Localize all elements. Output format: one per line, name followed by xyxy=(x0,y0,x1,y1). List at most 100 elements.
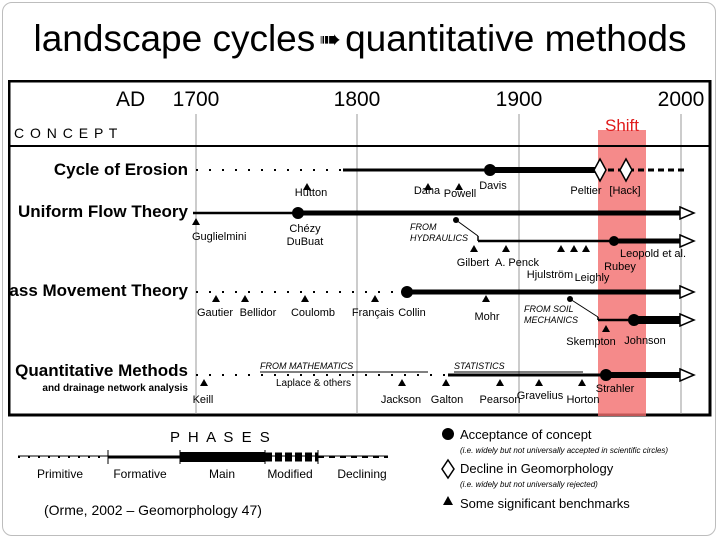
row-label-cycle-of-erosion: Cycle of Erosion xyxy=(54,160,188,179)
name-peltier: Peltier xyxy=(570,185,602,197)
collin-circle-icon xyxy=(401,286,413,298)
hydraulics-connector xyxy=(455,219,479,237)
legend-benchmark-triangle-icon xyxy=(443,496,453,505)
name-gautier: Gautier xyxy=(197,307,233,319)
shift-label: Shift xyxy=(605,116,639,135)
row-label-mass-movement-theory: Mass Movement Theory xyxy=(8,281,189,300)
peltier-diamond-icon xyxy=(593,157,607,183)
right-arrow-icon: ➠ xyxy=(319,24,342,54)
name-gravelius: Gravelius xyxy=(517,390,564,402)
diagram-frame xyxy=(8,80,712,417)
gautier-triangle-icon xyxy=(212,295,220,302)
year-1800: 1800 xyxy=(334,88,381,111)
legend-decline-note: (i.e. widely but not universally rejecte… xyxy=(460,480,598,489)
year-1700: 1700 xyxy=(173,88,220,111)
bellidor-triangle-icon xyxy=(241,295,249,302)
legend-acceptance-title: Acceptance of concept xyxy=(460,427,592,442)
from-soil-1: FROM SOIL xyxy=(524,304,574,314)
name-mohr: Mohr xyxy=(474,311,499,323)
phase-label-declining: Declining xyxy=(337,467,386,481)
name-hack: [Hack] xyxy=(609,185,640,197)
name-davis: Davis xyxy=(479,180,507,192)
leopold-circle-icon xyxy=(609,236,619,246)
leighly-triangle-icon xyxy=(582,245,590,252)
name-laplace: Laplace & others xyxy=(276,378,351,389)
guglielmini-triangle-icon xyxy=(192,218,200,225)
name-francais: Français xyxy=(352,307,395,319)
hutton-triangle-icon xyxy=(303,183,311,190)
name-johnson: Johnson xyxy=(624,335,666,347)
row3-arrowhead-icon xyxy=(679,284,696,300)
row-label-quantitative-methods: Quantitative Methods xyxy=(15,361,188,380)
chezy-circle-icon xyxy=(292,207,304,219)
johnson-circle-icon xyxy=(628,314,640,326)
coulomb-triangle-icon xyxy=(301,295,309,302)
from-hydraulics-2: HYDRAULICS xyxy=(410,233,468,243)
row-sublabel-drainage: and drainage network analysis xyxy=(42,383,188,394)
hjulstrom-triangle-icon xyxy=(557,245,565,252)
horton-triangle-icon xyxy=(578,379,586,386)
from-hydraulics-1: FROM xyxy=(410,222,437,232)
legend-acceptance-note: (i.e. widely but not universally accepte… xyxy=(460,446,668,455)
source-citation: (Orme, 2002 – Geomorphology 47) xyxy=(44,502,262,518)
name-guglielmini: Guglielmini xyxy=(192,231,246,243)
row-label-uniform-flow-theory: Uniform Flow Theory xyxy=(18,202,189,221)
name-dubuat: DuBuat xyxy=(287,236,324,248)
pearson-triangle-icon xyxy=(496,379,504,386)
title-right: quantitative methods xyxy=(345,18,687,59)
strahler-circle-icon xyxy=(600,369,612,381)
timeline-prefix: AD xyxy=(116,88,145,111)
name-leopold: Leopold et al. xyxy=(620,248,686,260)
name-pearson: Pearson xyxy=(480,394,521,406)
phase-main-bar xyxy=(180,452,265,462)
soil-connector xyxy=(569,298,599,318)
year-2000: 2000 xyxy=(658,88,705,111)
dana-triangle-icon xyxy=(424,183,432,190)
row2-arrowhead-icon xyxy=(679,205,696,221)
year-1900: 1900 xyxy=(496,88,543,111)
name-keill: Keill xyxy=(193,394,214,406)
name-bellidor: Bellidor xyxy=(240,307,277,319)
name-jackson: Jackson xyxy=(381,394,421,406)
penck-triangle-icon xyxy=(502,245,510,252)
phase-label-modified: Modified xyxy=(267,467,312,481)
keill-triangle-icon xyxy=(200,379,208,386)
rubey-triangle-icon xyxy=(570,245,578,252)
phase-label-main: Main xyxy=(209,467,235,481)
jackson-triangle-icon xyxy=(398,379,406,386)
name-rubey: Rubey xyxy=(604,261,636,273)
name-horton: Horton xyxy=(566,394,599,406)
francais-triangle-icon xyxy=(371,295,379,302)
shift-band xyxy=(598,130,646,416)
name-strahler: Strahler xyxy=(596,383,635,395)
phase-label-primitive: Primitive xyxy=(37,467,83,481)
timeline-figure: Shift AD 1700 1800 1900 2000 C O N C E P… xyxy=(8,80,712,511)
name-galton: Galton xyxy=(431,394,463,406)
concept-label: C O N C E P T xyxy=(14,125,118,141)
phase-label-formative: Formative xyxy=(113,467,167,481)
legend-decline-diamond-icon xyxy=(441,458,455,480)
phases-title: P H A S E S xyxy=(170,429,272,446)
from-mathematics-label: FROM MATHEMATICS xyxy=(260,361,353,371)
name-leighly: Leighly xyxy=(575,272,610,284)
name-dana: Dana xyxy=(414,185,441,197)
legend-decline-title: Decline in Geomorphology xyxy=(460,461,614,476)
hack-diamond-icon xyxy=(619,157,633,183)
name-coulomb: Coulomb xyxy=(291,307,335,319)
legend-acceptance-circle-icon xyxy=(442,428,454,440)
name-chezy: Chézy xyxy=(289,223,321,235)
from-soil-2: MECHANICS xyxy=(524,315,578,325)
galton-triangle-icon xyxy=(442,379,450,386)
powell-triangle-icon xyxy=(455,183,463,190)
legend-benchmark-title: Some significant benchmarks xyxy=(460,496,630,511)
row2b-arrowhead-icon xyxy=(679,233,696,249)
name-collin: Collin xyxy=(398,307,426,319)
slide-title: landscape cycles ➠ quantitative methods xyxy=(0,18,720,60)
statistics-label: STATISTICS xyxy=(454,361,505,371)
name-penck: A. Penck xyxy=(495,257,540,269)
row4-arrowhead-icon xyxy=(679,367,696,383)
name-gilbert: Gilbert xyxy=(457,257,489,269)
mohr-triangle-icon xyxy=(482,295,490,302)
name-skempton: Skempton xyxy=(566,336,616,348)
